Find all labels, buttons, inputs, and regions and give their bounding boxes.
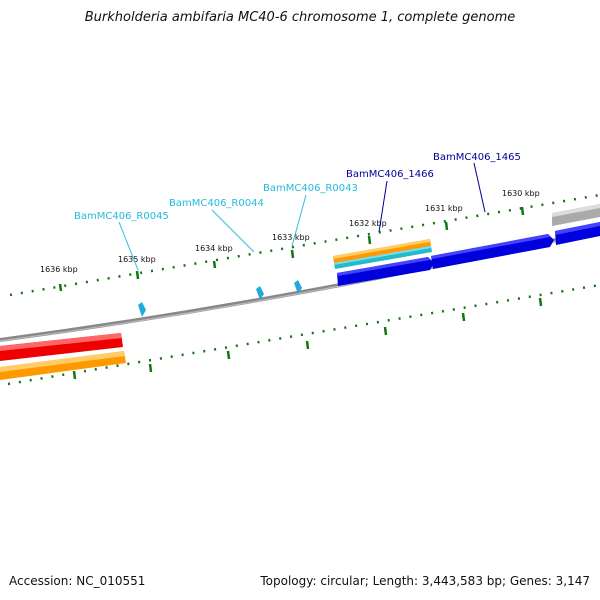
- tick-label: 1634 kbp: [195, 244, 233, 253]
- major-tick: [461, 312, 466, 322]
- feature-label-1466: BamMC406_1466: [346, 169, 434, 180]
- red-gene-highlight: [0, 333, 122, 351]
- rna-feature-r0044: [256, 286, 264, 300]
- major-tick: [520, 206, 525, 216]
- orange-gene-upper-highlight: [333, 239, 430, 259]
- feature-label-r0045: BamMC406_R0045: [74, 211, 169, 222]
- cds-arrow-edge-highlight: [555, 222, 600, 235]
- inner-major-ticks: [72, 297, 543, 380]
- tick-label: 1635 kbp: [118, 255, 156, 264]
- cds-arrow-1465-highlight: [431, 234, 550, 259]
- major-tick: [444, 221, 449, 231]
- tick-labels: 1636 kbp 1635 kbp 1634 kbp 1633 kbp 1632…: [40, 189, 540, 274]
- tick-label: 1636 kbp: [40, 265, 78, 274]
- cds-arrow-1466-highlight: [337, 257, 430, 276]
- major-tick: [290, 249, 295, 259]
- tick-label: 1630 kbp: [502, 189, 540, 198]
- outer-minor-ticks: [9, 193, 600, 297]
- feature-labels: BamMC406_R0045 BamMC406_R0044 BamMC406_R…: [74, 152, 521, 222]
- leader-1466: [378, 180, 388, 233]
- tick-label: 1631 kbp: [425, 204, 463, 213]
- label-leaders: [118, 162, 486, 271]
- major-tick: [383, 326, 388, 336]
- map-title: Burkholderia ambifaria MC40-6 chromosome…: [84, 10, 516, 25]
- rna-feature-r0043: [294, 280, 302, 294]
- feature-label-1465: BamMC406_1465: [433, 152, 521, 163]
- feature-label-r0043: BamMC406_R0043: [263, 183, 358, 194]
- major-tick: [58, 283, 63, 292]
- major-tick: [135, 270, 140, 280]
- major-tick: [367, 235, 372, 245]
- leader-r0044: [211, 209, 255, 253]
- outer-major-ticks: [58, 206, 525, 292]
- orange-gene-lower-highlight: [0, 351, 125, 372]
- gray-feature-highlight: [552, 204, 600, 217]
- major-tick: [148, 363, 153, 373]
- major-tick: [538, 297, 543, 307]
- major-tick: [212, 260, 217, 269]
- genome-summary: Topology: circular; Length: 3,443,583 bp…: [260, 574, 590, 588]
- outer-tick-ring: [9, 193, 600, 297]
- major-tick: [226, 350, 231, 360]
- inner-tick-ring: [7, 283, 600, 386]
- rna-feature-r0045: [138, 302, 146, 317]
- tick-label: 1633 kbp: [272, 233, 310, 242]
- tick-label: 1632 kbp: [349, 219, 387, 228]
- major-tick: [305, 340, 310, 350]
- inner-minor-ticks: [7, 283, 600, 386]
- leader-r0045: [118, 221, 139, 271]
- leader-1465: [473, 162, 486, 213]
- leader-r0043: [291, 194, 307, 247]
- cyan-rna-feature-highlight: [334, 246, 431, 265]
- major-tick: [72, 370, 77, 380]
- cds-arrow-1465: [431, 234, 554, 269]
- feature-label-r0044: BamMC406_R0044: [169, 198, 264, 209]
- accession-text: Accession: NC_010551: [9, 574, 146, 588]
- cds-arrow-1466: [337, 257, 434, 286]
